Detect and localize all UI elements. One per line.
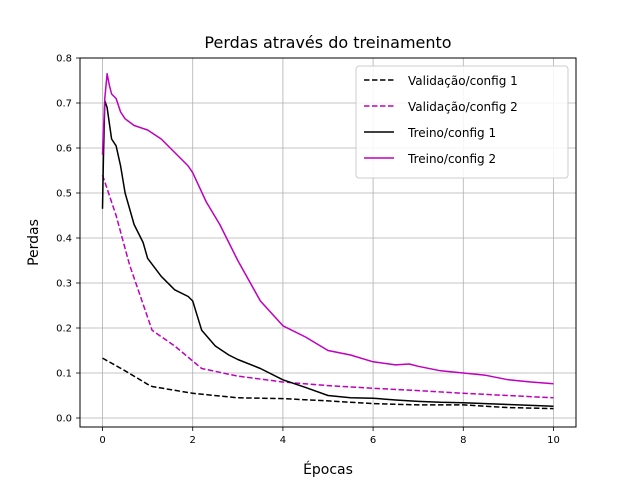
x-axis-label: Épocas — [303, 461, 353, 478]
y-tick-label: 0.6 — [56, 144, 72, 155]
series-line-3 — [101, 100, 554, 408]
y-tick-label: 0.3 — [56, 279, 72, 290]
plot-frame — [79, 57, 577, 428]
series-group — [101, 73, 554, 410]
y-tick-label: 0.0 — [56, 414, 72, 425]
y-tick-label: 0.7 — [56, 99, 72, 110]
series-line-1 — [102, 357, 554, 410]
y-tick-label: 0.1 — [56, 369, 72, 380]
x-tick-label: 6 — [370, 435, 376, 446]
x-tick-label: 4 — [280, 435, 286, 446]
y-tick-label: 0.5 — [56, 189, 72, 200]
y-axis-label: Perdas — [26, 219, 42, 266]
series-line-4 — [101, 73, 554, 385]
x-tick-label: 8 — [460, 435, 466, 446]
x-tick-label: 2 — [190, 435, 196, 446]
x-tick-label: 10 — [547, 435, 560, 446]
legend-label: Treino/config 2 — [407, 152, 496, 166]
legend-box — [355, 65, 569, 179]
legend-label: Treino/config 1 — [407, 126, 496, 140]
legend-label: Validação/config 2 — [408, 100, 518, 114]
x-tick-label: 0 — [99, 435, 105, 446]
y-tick-label: 0.8 — [56, 54, 72, 65]
ticks: 0 2 4 6 8 10 0.0 0.1 0.2 0.3 0.4 0.5 0.6 0.7 0.8 — [56, 54, 560, 447]
legend: Validação/config 1 Validação/config 2 Trei… — [355, 65, 569, 179]
legend-label: Validação/config 1 — [408, 74, 518, 88]
series-line-2 — [101, 174, 554, 399]
y-tick-label: 0.2 — [56, 324, 72, 335]
chart-title: Perdas através do treinamento — [204, 33, 451, 52]
y-tick-label: 0.4 — [56, 234, 72, 245]
